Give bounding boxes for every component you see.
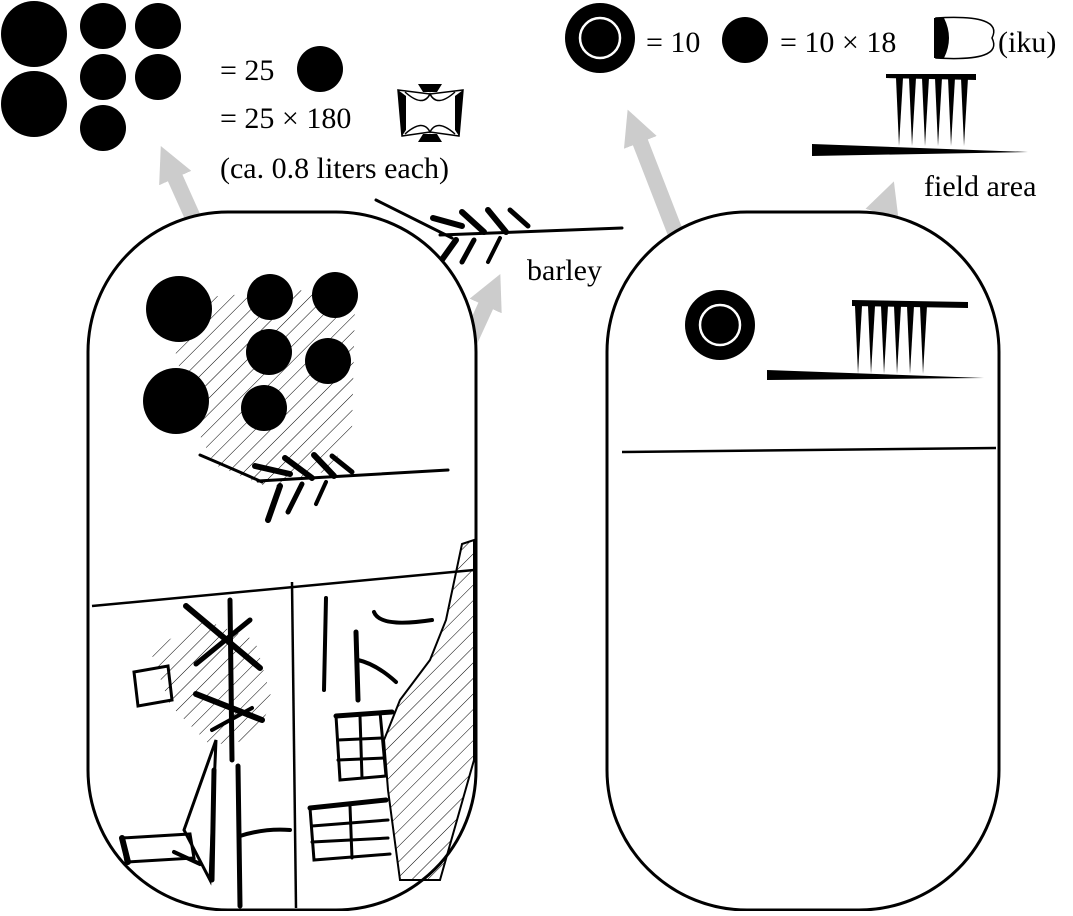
grain-numeral-group-icon	[1, 1, 181, 151]
field-area-sign-icon	[812, 74, 1028, 156]
grain-legend: = 25 = 25 × 180 (ca. 0.8 liters each)	[1, 1, 464, 185]
tablet-reverse	[605, 210, 1001, 912]
broken-edge-hatching	[382, 538, 475, 881]
tablet-reverse-divider	[621, 446, 997, 454]
small-circle-numeral-icon-2	[722, 17, 768, 63]
field-area-label: field area	[924, 170, 1036, 203]
tablet-divider-horizontal	[91, 568, 475, 608]
grain-legend-line-3: (ca. 0.8 liters each)	[220, 152, 449, 185]
tablet-barley-sign	[198, 452, 450, 523]
tablet-grain-numerals	[143, 272, 358, 434]
barley-sign-icon	[374, 198, 624, 271]
lower-right-signs	[307, 596, 434, 862]
grain-unit-sign-icon	[397, 84, 464, 142]
small-circle-numeral-icon	[297, 46, 343, 92]
half-moon-unit-icon	[934, 16, 995, 60]
large-ring-numeral-icon	[565, 3, 635, 73]
barley-label: barley	[527, 254, 602, 287]
area-legend-part-2: = 10 × 18	[780, 26, 896, 59]
grain-legend-line-2: = 25 × 180	[220, 102, 351, 135]
area-legend-part-3: (iku)	[998, 26, 1056, 59]
area-legend: = 10 = 10 × 18 (iku) field area	[565, 3, 1056, 203]
tablet-divider-vertical	[290, 581, 298, 909]
tablet-ring-numeral	[685, 290, 755, 360]
tablet-obverse	[86, 210, 478, 912]
tablet-outline-2	[605, 210, 1001, 912]
tablet-field-area-sign	[767, 300, 984, 380]
area-legend-part-1: = 10	[646, 26, 700, 59]
lower-left-signs	[119, 597, 292, 909]
grain-legend-line-1: = 25	[220, 54, 274, 87]
